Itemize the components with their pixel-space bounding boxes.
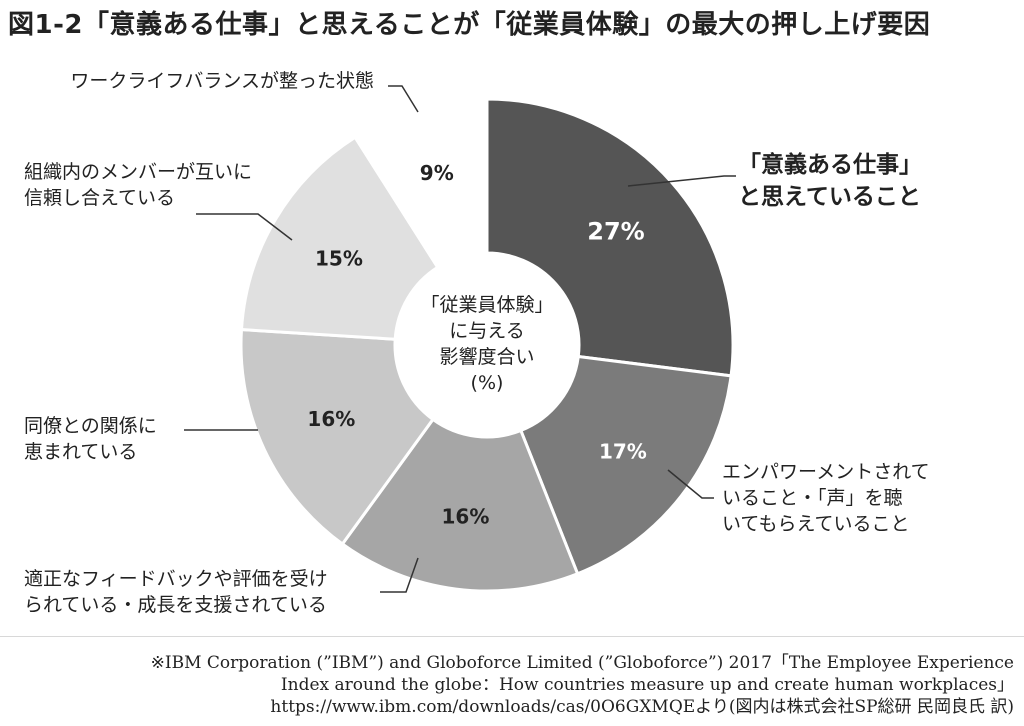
category-label-5: 組織内のメンバーが互いに信頼し合えている [24, 161, 252, 209]
leader-lines-layer [184, 85, 736, 593]
pie-slice-2 [518, 354, 733, 576]
leader-line-6 [388, 85, 419, 113]
category-label-2: エンパワーメントされていること・「声」を聴いてもらえていること [722, 461, 930, 535]
value-label-1: 27% [587, 217, 644, 245]
slices-layer [239, 97, 735, 593]
source-line-2: Index around the globe：How countries mea… [280, 675, 1014, 695]
value-label-4: 16% [307, 407, 355, 431]
category-label-1: 「意義ある仕事」と思えていること [738, 151, 922, 210]
category-label-4: 同僚との関係に恵まれている [24, 415, 157, 463]
source-line-3: https://www.ibm.com/downloads/cas/0O6GXM… [270, 697, 1014, 717]
category-label-6: ワークライフバランスが整った状態 [70, 70, 374, 92]
value-label-3: 16% [442, 505, 490, 529]
leader-line-1 [627, 175, 736, 187]
pie-slice-1 [485, 97, 735, 378]
category-label-3: 適正なフィードバックや評価を受けられている・成長を支援されている [24, 568, 328, 616]
pie-slice-4 [239, 327, 436, 547]
value-label-2: 17% [599, 439, 647, 463]
category-labels-layer: 「意義ある仕事」と思えていることエンパワーメントされていること・「声」を聴いても… [24, 70, 930, 616]
center-label-layer: 「従業員体験」に与える影響度合い(%) [420, 294, 553, 394]
donut-chart: 27% 17% 16% 16% 15% 9% 「意義ある仕事」と思えていることエンパワーメ… [24, 70, 930, 616]
value-label-6: 9% [420, 161, 454, 185]
divider [0, 636, 1024, 637]
center-label: 「従業員体験」に与える影響度合い(%) [420, 294, 553, 394]
leader-line-5 [196, 213, 293, 241]
value-label-5: 15% [315, 246, 363, 270]
leader-line-3 [380, 557, 419, 593]
source-line-1: ※IBM Corporation (”IBM”) and Globoforce … [150, 653, 1014, 673]
source-note: ※IBM Corporation (”IBM”) and Globoforce … [151, 652, 1014, 718]
pie-slice-5 [239, 135, 440, 341]
leader-line-2 [667, 469, 714, 499]
pie-slice-6 [353, 97, 489, 270]
value-labels-layer: 27% 17% 16% 16% 15% 9% [307, 161, 646, 528]
pie-slice-3 [340, 417, 580, 593]
chart-title: 図1-2「意義ある仕事」と思えることが「従業員体験」の最大の押し上げ要因 [8, 10, 931, 40]
